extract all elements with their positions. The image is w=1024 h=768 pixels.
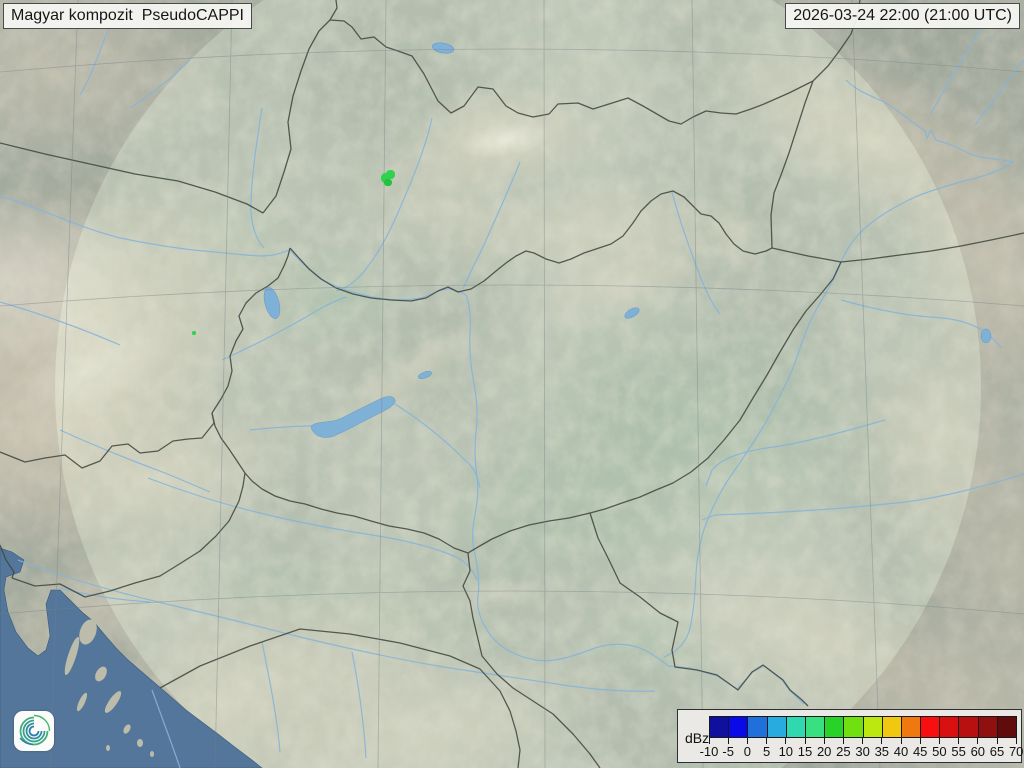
scale-tick-label: 25 (836, 744, 851, 759)
scale-tick-label: 10 (778, 744, 794, 759)
scale-tick-label: 40 (893, 744, 909, 759)
scale-cell-50 (939, 716, 960, 738)
adriatic-sea (0, 547, 263, 768)
scale-tick (823, 738, 825, 744)
radar-echo (192, 331, 196, 335)
lakes (263, 7, 992, 438)
scale-tick-label: 30 (855, 744, 870, 759)
dbz-unit-label: dBz (685, 730, 710, 746)
scale-tick (727, 738, 729, 744)
scale-tick-label: 5 (762, 744, 771, 759)
scale-tick (766, 738, 768, 744)
scale-cell--5 (728, 716, 749, 738)
product-label: Magyar kompozit PseudoCAPPI (3, 3, 252, 29)
scale-tick (862, 738, 864, 744)
swirl-logo-icon (19, 714, 51, 746)
radar-echo (381, 173, 390, 183)
scale-cell-25 (843, 716, 864, 738)
scale-tick (1015, 738, 1017, 744)
scale-cells (709, 716, 1017, 738)
scale-cell-30 (862, 716, 883, 738)
lake-velence (418, 371, 432, 379)
scale-tick-label: 20 (816, 744, 832, 759)
scale-tick-label: -10 (699, 744, 719, 759)
scale-tick-label: 65 (989, 744, 1005, 759)
radar-echo (384, 179, 392, 186)
scale-cell-15 (804, 716, 826, 738)
scale-cell-45 (920, 716, 941, 738)
scale-tick-label: 0 (743, 744, 751, 759)
scale-cell-60 (977, 716, 998, 738)
lake-balaton (310, 396, 396, 438)
scale-cell-0 (747, 716, 768, 738)
lake-tisza (624, 307, 640, 319)
scale-tick-label: -5 (722, 744, 734, 759)
scale-tick (785, 738, 787, 744)
scale-tick-label: 50 (932, 744, 947, 759)
scale-cell-20 (824, 716, 845, 738)
scale-tick-label: 35 (874, 744, 890, 759)
lake-orava (431, 42, 455, 54)
timestamp-label: 2026-03-24 22:00 (21:00 UTC) (785, 3, 1020, 29)
scale-cell-35 (881, 716, 902, 738)
lake-neusiedl (263, 287, 281, 319)
adriatic-islands (64, 619, 154, 757)
scale-tick (900, 738, 902, 744)
scale-tick (977, 738, 979, 744)
scale-tick-label: 70 (1008, 744, 1024, 759)
scale-cell-55 (958, 716, 979, 738)
scale-cell--10 (709, 716, 730, 738)
scale-cell-10 (785, 716, 806, 738)
scale-tick (881, 738, 883, 744)
scale-tick (746, 738, 748, 744)
scale-tick (842, 738, 844, 744)
radar-echo (386, 170, 395, 179)
met-service-logo (14, 711, 54, 751)
scale-cell-5 (766, 716, 787, 738)
scale-tick-label: 45 (912, 744, 928, 759)
scale-tick (938, 738, 940, 744)
scale-tick (958, 738, 960, 744)
rivers (0, 24, 1024, 768)
scale-tick-label: 15 (797, 744, 813, 759)
scale-tick (996, 738, 998, 744)
scale-tick-label: 60 (970, 744, 986, 759)
scale-tick-label: 55 (951, 744, 966, 759)
scale-tick (804, 738, 806, 744)
scale-cell-65 (996, 716, 1017, 738)
scale-cell-40 (900, 716, 922, 738)
scale-tick (708, 738, 710, 744)
dbz-color-scale: dBz -10 -5 0 5 10 15 20 25 30 35 40 45 50 55 60 65 70 (677, 709, 1024, 763)
scale-tick (919, 738, 921, 744)
